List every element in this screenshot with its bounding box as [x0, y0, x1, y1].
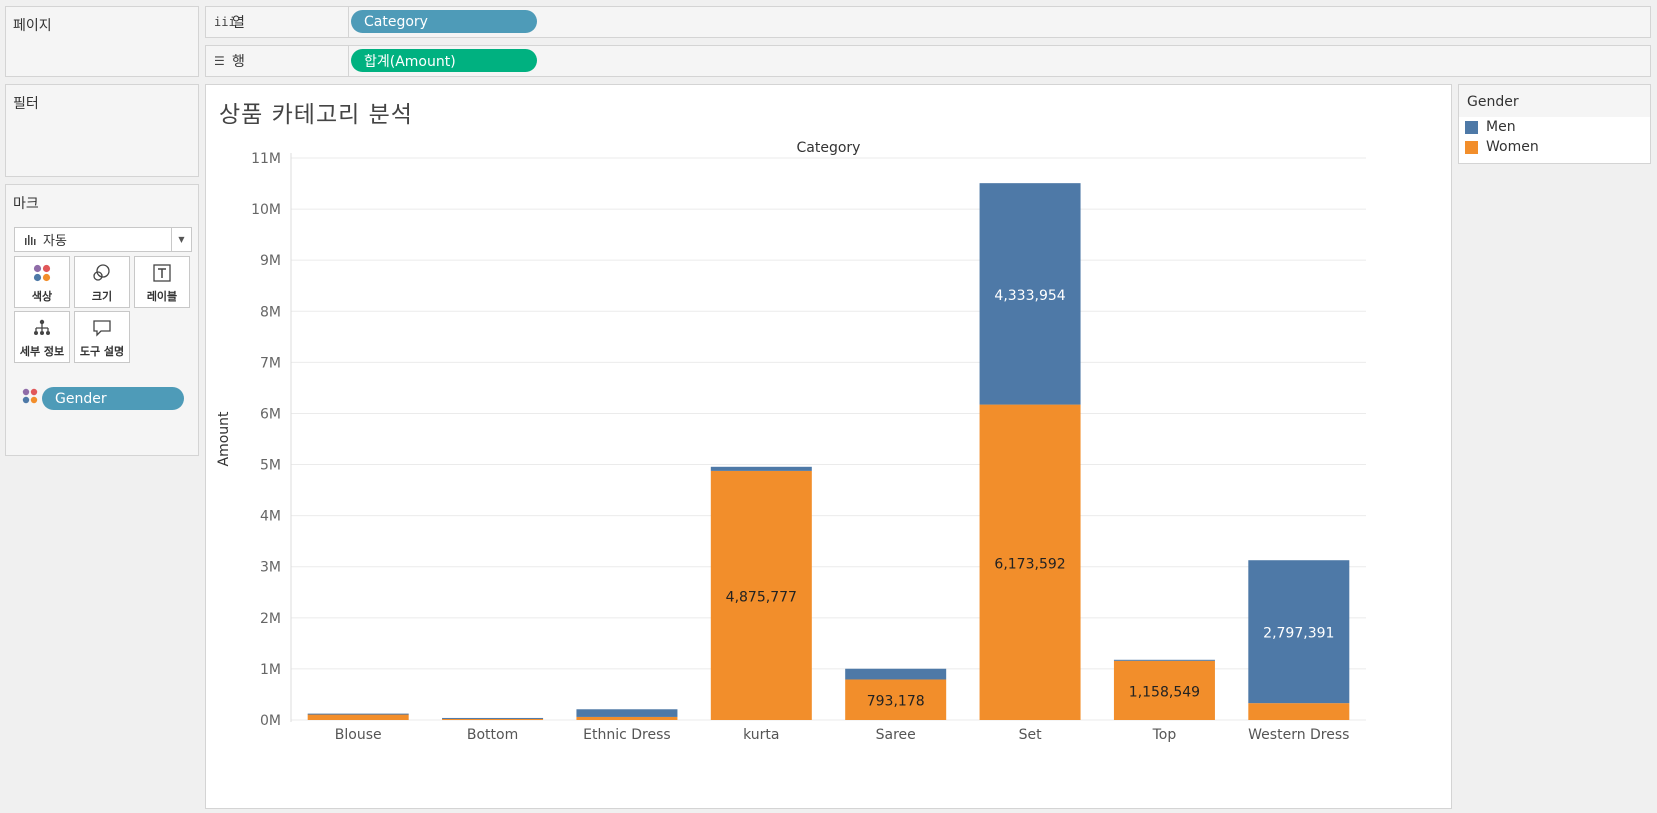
rows-label-text: 행 [232, 54, 245, 70]
gender-mark-row: Gender [22, 387, 184, 410]
bar-men-blouse [307, 713, 409, 715]
bar-men-top [1113, 659, 1215, 661]
sum-amount-pill[interactable]: 합계(Amount) [351, 49, 537, 72]
x-tick-label: Set [1019, 727, 1043, 743]
mark-type-dropdown[interactable]: 자동 ▼ [14, 227, 192, 252]
data-label: 793,178 [867, 694, 925, 710]
marks-panel: 마크 자동 ▼ 색상 크기 레이블 세부 [5, 184, 199, 456]
bar-chart-icon [25, 234, 36, 245]
bar-women-bottom [442, 718, 544, 720]
columns-icon: iii [214, 15, 236, 29]
legend-swatch-men [1465, 120, 1478, 134]
x-tick-label: Ethnic Dress [583, 727, 671, 743]
detail-button[interactable]: 세부 정보 [14, 311, 70, 363]
filters-panel[interactable]: 필터 [5, 84, 199, 177]
y-tick-label: 10M [251, 202, 281, 218]
legend-label-men: Men [1486, 119, 1516, 135]
tooltip-button-label: 도구 설명 [79, 345, 125, 358]
x-tick-label: Blouse [335, 727, 382, 743]
bar-women-saree [845, 679, 947, 720]
legend-title: Gender [1459, 85, 1650, 117]
x-tick-label: Saree [876, 727, 916, 743]
x-tick-label: Top [1152, 727, 1177, 743]
legend-label-women: Women [1486, 139, 1539, 155]
bar-men-kurta [710, 466, 812, 471]
detail-button-label: 세부 정보 [19, 345, 65, 358]
sheet-title: 상품 카테고리 분석 [219, 102, 413, 128]
legend-item-men[interactable]: Men [1459, 117, 1650, 137]
label-button-label: 레이블 [146, 290, 178, 303]
legend-swatch-women [1465, 140, 1478, 154]
y-axis-label: Amount [216, 411, 232, 467]
bar-women-kurta [710, 470, 812, 720]
text-label-icon [153, 264, 171, 282]
gender-pill[interactable]: Gender [42, 387, 184, 410]
chevron-down-icon[interactable]: ▼ [171, 228, 191, 251]
y-tick-label: 5M [260, 458, 281, 474]
x-tick-label: kurta [743, 727, 779, 743]
pages-panel-title: 페이지 [13, 18, 52, 34]
columns-label-text: 열 [232, 15, 245, 31]
y-tick-label: 6M [260, 406, 281, 422]
data-label: 1,158,549 [1129, 684, 1200, 700]
color-button[interactable]: 색상 [14, 256, 70, 308]
data-label: 4,333,954 [994, 288, 1065, 304]
stacked-bar-chart: Category Amount 0M 1M 2M 3M 4M 5M 6M 7M 8M 9M 10M 11M… [216, 140, 1366, 743]
y-tick-label: 8M [260, 304, 281, 320]
data-label: 4,875,777 [726, 589, 797, 605]
size-button[interactable]: 크기 [74, 256, 130, 308]
label-button[interactable]: 레이블 [134, 256, 190, 308]
bar-women-ethnic-dress [576, 716, 678, 720]
mark-type-value: 자동 [43, 234, 67, 249]
size-button-label: 크기 [91, 290, 113, 303]
rows-shelf-label: ☰ 행 [206, 46, 349, 76]
bar-women-western-dress [1248, 703, 1350, 720]
data-label: 2,797,391 [1263, 626, 1334, 642]
data-label: 6,173,592 [994, 556, 1065, 572]
rows-shelf[interactable]: ☰ 행 합계(Amount) [205, 45, 1651, 77]
category-pill[interactable]: Category [351, 10, 537, 33]
bar-women-blouse [307, 714, 409, 720]
color-button-label: 색상 [31, 290, 53, 303]
legend-item-women[interactable]: Women [1459, 137, 1650, 157]
y-tick-label: 2M [260, 611, 281, 627]
y-tick-label: 7M [260, 355, 281, 371]
bar-men-ethnic-dress [576, 709, 678, 717]
x-tick-label: Bottom [467, 727, 518, 743]
speech-bubble-icon [93, 320, 111, 337]
bar-men-western-dress [1248, 560, 1350, 704]
x-tick-label: Western Dress [1248, 727, 1349, 743]
marks-panel-title: 마크 [13, 196, 39, 212]
color-dots-icon [33, 264, 51, 282]
y-tick-label: 0M [260, 713, 281, 729]
y-tick-label: 1M [260, 662, 281, 678]
tooltip-button[interactable]: 도구 설명 [74, 311, 130, 363]
bar-women-set [979, 404, 1081, 720]
columns-shelf-label: iii 열 [206, 7, 349, 37]
y-tick-label: 9M [260, 253, 281, 269]
color-dots-icon [22, 388, 38, 404]
y-tick-label: 3M [260, 560, 281, 576]
size-circles-icon [93, 264, 110, 281]
bar-men-bottom [442, 717, 544, 719]
pages-panel[interactable]: 페이지 [5, 6, 199, 77]
columns-shelf[interactable]: iii 열 Category [205, 6, 1651, 38]
y-tick-label: 11M [251, 151, 281, 167]
hierarchy-icon [34, 319, 50, 335]
worksheet: 상품 카테고리 분석 Category Amount 0M 1M 2M 3M 4M 5M 6M 7… [205, 84, 1452, 809]
filters-panel-title: 필터 [13, 96, 39, 112]
chart-title: Category [797, 140, 861, 156]
rows-icon: ☰ [214, 54, 225, 68]
bar-men-saree [845, 668, 947, 680]
bar-women-top [1113, 660, 1215, 720]
y-tick-label: 4M [260, 509, 281, 525]
bar-men-set [979, 183, 1081, 405]
gender-legend[interactable]: Gender Men Women [1458, 84, 1651, 164]
